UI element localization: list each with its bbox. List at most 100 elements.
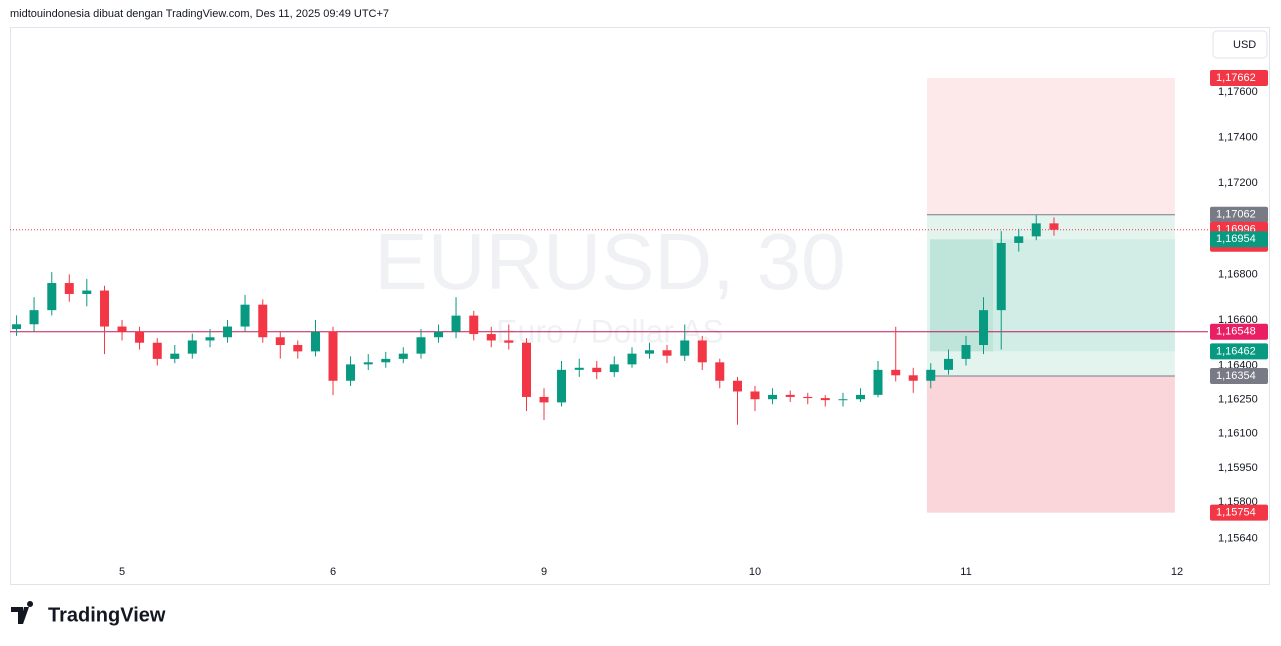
candle-body xyxy=(328,331,338,381)
candle-body xyxy=(539,396,549,403)
candle-body xyxy=(592,367,602,373)
candle-body xyxy=(1049,223,1059,230)
candle-body xyxy=(908,375,918,381)
price-badge-label: 1,16462 xyxy=(1216,345,1256,357)
candle-body xyxy=(574,367,584,370)
price-badge-label: 1,17662 xyxy=(1216,72,1256,84)
candle-body xyxy=(346,364,356,381)
candle-body xyxy=(891,369,901,376)
candle-body xyxy=(785,394,795,397)
candle-body xyxy=(943,358,953,370)
candle-body xyxy=(363,362,373,365)
candle-body xyxy=(275,337,285,346)
chart-frame xyxy=(10,27,1270,585)
candle-body xyxy=(732,380,742,392)
candle-body xyxy=(838,399,848,401)
currency-label: USD xyxy=(1233,39,1256,51)
price-badge xyxy=(1210,367,1268,384)
candle-body xyxy=(873,369,883,395)
candle-body xyxy=(979,310,989,346)
candle-body xyxy=(12,324,22,330)
candle-body xyxy=(1014,236,1024,243)
candle-body xyxy=(293,345,303,352)
price-badge xyxy=(1210,231,1268,248)
candle-body xyxy=(803,396,813,399)
candle-body xyxy=(627,353,637,365)
candle-body xyxy=(697,340,707,363)
position-zone xyxy=(926,375,1175,513)
candle-body xyxy=(170,353,180,359)
price-badge-label: 1,16548 xyxy=(1216,326,1256,338)
candle-body xyxy=(820,398,830,401)
price-badge xyxy=(1210,343,1268,360)
price-badge xyxy=(1210,206,1268,223)
candle-body xyxy=(117,326,127,332)
y-tick-label: 1,16800 xyxy=(1218,268,1258,280)
x-tick-label: 9 xyxy=(541,566,547,578)
candle-body xyxy=(416,337,426,354)
y-tick-label: 1,15950 xyxy=(1218,462,1258,474)
price-badge-label: 1,17062 xyxy=(1216,209,1256,221)
price-badge-label: 1,15754 xyxy=(1216,507,1256,519)
candle-body xyxy=(135,331,145,343)
candle-body xyxy=(223,326,233,338)
candle-body xyxy=(926,369,936,381)
brand-name: TradingView xyxy=(48,604,166,626)
candle-body xyxy=(152,342,162,359)
candle-body xyxy=(29,310,39,325)
candle-body xyxy=(82,290,92,294)
x-tick-label: 10 xyxy=(749,566,761,578)
y-tick-label: 1,17200 xyxy=(1218,177,1258,189)
y-tick-label: 1,16100 xyxy=(1218,428,1258,440)
candle-body xyxy=(662,350,672,356)
candle-body xyxy=(240,304,250,327)
candle-body xyxy=(557,369,567,403)
candle-body xyxy=(504,340,514,343)
candle-body xyxy=(381,358,391,363)
y-tick-label: 1,17400 xyxy=(1218,132,1258,144)
candle-body xyxy=(1031,223,1041,237)
x-tick-label: 6 xyxy=(330,566,336,578)
y-tick-label: 1,16250 xyxy=(1218,394,1258,406)
caption: midtouindonesia dibuat dengan TradingVie… xyxy=(10,8,389,20)
candle-body xyxy=(855,394,865,400)
candle-body xyxy=(311,331,321,352)
x-tick-label: 11 xyxy=(960,566,971,578)
watermark-symbol: EURUSD, 30 xyxy=(374,217,845,306)
candle-body xyxy=(750,391,760,400)
price-badge-label: 1,16354 xyxy=(1216,370,1256,382)
candle-body xyxy=(398,353,408,359)
logo-icon xyxy=(11,601,34,624)
x-tick-label: 5 xyxy=(119,566,125,578)
y-tick-label: 1,15640 xyxy=(1218,533,1258,545)
x-tick-label: 12 xyxy=(1171,566,1183,578)
candle-body xyxy=(258,304,268,338)
candle-body xyxy=(645,350,655,354)
price-badge xyxy=(1210,70,1268,87)
brand-logo: TradingView xyxy=(11,601,166,626)
candle-body xyxy=(187,340,197,354)
position-zone xyxy=(993,239,1175,352)
candle-body xyxy=(64,283,74,294)
y-tick-label: 1,17600 xyxy=(1218,86,1258,98)
candle-body xyxy=(768,394,778,400)
y-tick-label: 1,16600 xyxy=(1218,314,1258,326)
candle-body xyxy=(961,345,971,359)
candle-body xyxy=(996,242,1006,311)
candle-body xyxy=(469,315,479,335)
candle-body xyxy=(486,334,496,341)
candle-body xyxy=(434,331,444,338)
candle-body xyxy=(680,340,690,356)
candle-body xyxy=(715,362,725,381)
candle-body xyxy=(522,342,532,397)
price-badge-label: 1,16954 xyxy=(1216,233,1256,245)
candle-body xyxy=(100,290,110,327)
price-badge xyxy=(1210,504,1268,521)
candle-body xyxy=(205,337,215,341)
price-badge xyxy=(1210,323,1268,340)
currency-button[interactable] xyxy=(1212,30,1268,59)
candle-body xyxy=(451,315,461,332)
